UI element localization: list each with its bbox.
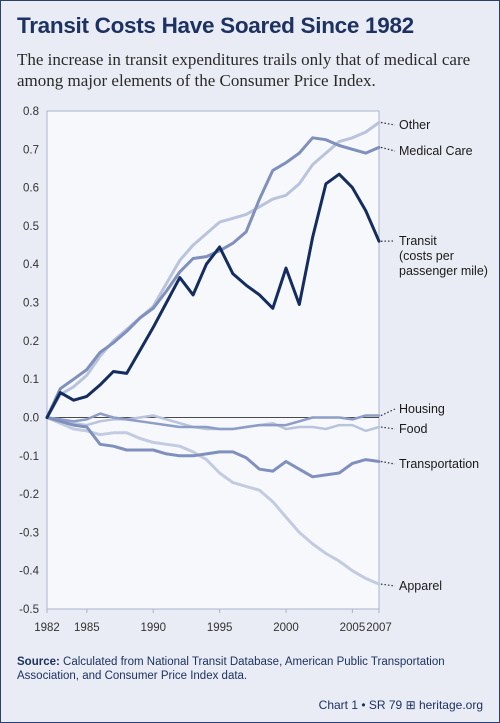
x-tick-label: 2007 bbox=[366, 622, 392, 634]
y-tick-label: -0.1 bbox=[19, 451, 39, 463]
y-tick-label: -0.2 bbox=[19, 489, 39, 501]
x-tick-label: 1982 bbox=[34, 622, 60, 634]
y-tick-label: 0.3 bbox=[23, 298, 39, 310]
x-tick-label: 2000 bbox=[273, 622, 299, 634]
label-leader bbox=[380, 460, 396, 465]
source-label: Source: bbox=[17, 656, 60, 668]
source-note: Source: Calculated from National Transit… bbox=[17, 655, 487, 683]
series-label: Transportation bbox=[399, 457, 479, 471]
y-axis: 0.8 0.7 0.6 0.5 0.4 0.3 0.2 0.1 0.0 -0.1 -0.2 -0.3 -… bbox=[19, 106, 39, 616]
y-tick-label: 0.2 bbox=[23, 336, 39, 348]
chart-title: Transit Costs Have Soared Since 1982 bbox=[17, 13, 414, 38]
y-tick-label: 0.0 bbox=[23, 412, 39, 424]
chart-subtitle: The increase in transit expenditures tra… bbox=[17, 50, 471, 90]
x-tick-label: 1995 bbox=[207, 622, 233, 634]
series-label: Housing bbox=[399, 402, 445, 416]
credit-line: Chart 1 • SR 79 ⊞ heritage.org bbox=[318, 698, 483, 712]
y-tick-label: 0.8 bbox=[23, 106, 39, 118]
y-tick-label: -0.5 bbox=[19, 604, 39, 616]
series-lines bbox=[45, 121, 381, 586]
series-line bbox=[45, 172, 381, 419]
x-axis: 1982 1985 1990 1995 2000 2005 2007 bbox=[34, 609, 392, 634]
series-label: Food bbox=[399, 422, 428, 436]
series-label: Other bbox=[399, 118, 430, 132]
source-text: Calculated from National Transit Databas… bbox=[17, 656, 445, 682]
series-line bbox=[45, 416, 381, 479]
y-tick-label: -0.3 bbox=[19, 527, 39, 539]
series-label: Transit (costs per passenger mile) bbox=[399, 234, 488, 278]
series-labels: Other Medical Care Transit (costs per passen… bbox=[380, 118, 488, 593]
x-tick-label: 1990 bbox=[140, 622, 166, 634]
label-leader bbox=[380, 426, 396, 430]
y-tick-label: 0.5 bbox=[23, 221, 39, 233]
label-leader bbox=[380, 121, 396, 126]
series-line bbox=[45, 412, 381, 431]
y-tick-label: -0.4 bbox=[19, 566, 39, 578]
y-tick-label: 0.6 bbox=[23, 183, 39, 195]
y-tick-label: 0.1 bbox=[23, 374, 39, 386]
series-line bbox=[45, 416, 381, 586]
label-leader bbox=[380, 583, 396, 587]
x-tick-label: 1985 bbox=[74, 622, 100, 634]
series-line bbox=[45, 121, 381, 419]
label-leader bbox=[380, 146, 396, 152]
y-tick-label: 0.4 bbox=[23, 259, 40, 271]
x-tick-label: 2005 bbox=[340, 622, 366, 634]
series-label: Medical Care bbox=[399, 144, 473, 158]
series-label: Apparel bbox=[399, 579, 442, 593]
y-tick-label: 0.7 bbox=[23, 144, 39, 156]
line-chart: 0.8 0.7 0.6 0.5 0.4 0.3 0.2 0.1 0.0 -0.1 -0.2 -0.3 -… bbox=[19, 106, 488, 634]
label-leader bbox=[380, 408, 396, 417]
